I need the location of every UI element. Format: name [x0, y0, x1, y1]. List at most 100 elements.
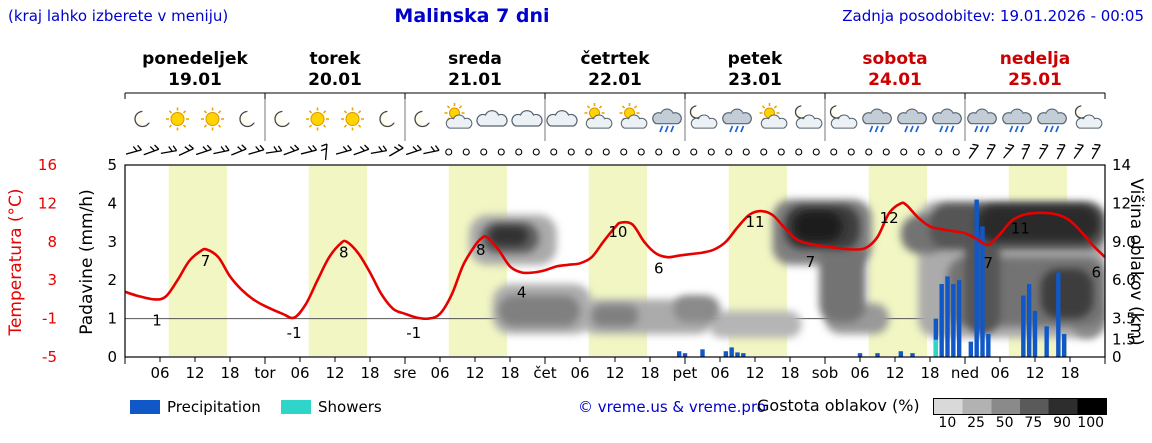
precip-bar	[1021, 295, 1026, 357]
wind-barb-icon	[370, 145, 388, 155]
cloud-icon	[546, 110, 578, 127]
day-name: torek	[309, 49, 361, 69]
day-date: 19.01	[168, 70, 222, 90]
precip-bar	[1044, 326, 1049, 357]
x-day-label: tor	[254, 364, 276, 382]
cloud-blob	[976, 205, 1100, 242]
precip-bar	[1061, 333, 1067, 357]
wind-calm-icon	[725, 148, 733, 156]
x-hour-label: 18	[920, 364, 939, 382]
temp-value-label: 7	[984, 254, 994, 272]
wind-calm-icon	[847, 148, 855, 156]
wind-barb-icon	[1056, 143, 1066, 160]
x-hour-label: 06	[290, 364, 309, 382]
showers-legend-swatch	[281, 400, 311, 414]
x-day-label: pet	[673, 364, 698, 382]
cloud-tick-label: 6.0	[1112, 271, 1136, 289]
wind-barb-icon	[265, 145, 283, 154]
cloud-rain-icon	[967, 108, 997, 133]
density-tick-label: 50	[995, 415, 1014, 431]
wind-calm-icon	[777, 148, 785, 156]
cloud-density-gradient	[933, 398, 1107, 415]
wind-calm-icon	[795, 148, 803, 156]
wind-barb-icon	[405, 144, 422, 156]
precip-bar	[1032, 310, 1038, 357]
precip-bar	[951, 284, 956, 357]
wind-calm-icon	[917, 148, 925, 156]
x-day-label: sre	[394, 364, 417, 382]
precip-tick-label: 1	[107, 310, 117, 328]
sun-icon	[166, 107, 189, 131]
shower-bar	[933, 339, 939, 357]
wind-calm-icon	[585, 148, 593, 156]
precip-bar	[700, 349, 705, 357]
temp-tick-label: 12	[38, 194, 57, 212]
precip-bar	[741, 353, 746, 357]
wind-calm-icon	[707, 148, 715, 156]
cloud-moon-icon	[794, 103, 823, 129]
wind-calm-icon	[655, 148, 663, 156]
sun-icon	[201, 107, 224, 131]
precip-tick-label: 0	[107, 348, 117, 366]
wind-barb-icon	[986, 143, 996, 160]
temp-value-label: -1	[406, 324, 421, 342]
wind-calm-icon	[830, 148, 838, 156]
wind-barb-icon	[231, 144, 247, 156]
cloud-blob	[792, 211, 843, 242]
location-hint: (kraj lahko izberete v meniju)	[8, 7, 229, 25]
precip-bar	[968, 341, 974, 357]
x-day-label: čet	[533, 364, 556, 382]
day-name: sreda	[448, 49, 502, 69]
density-tick-label: 90	[1053, 415, 1071, 431]
wind-calm-icon	[497, 148, 505, 156]
wind-calm-icon	[550, 148, 558, 156]
day-name: ponedeljek	[142, 49, 248, 69]
x-hour-label: 12	[885, 364, 904, 382]
precip-bar	[729, 347, 734, 357]
x-hour-label: 06	[990, 364, 1009, 382]
wind-barb-icon	[248, 144, 265, 155]
wind-calm-icon	[690, 148, 698, 156]
temp-value-label: 11	[1011, 219, 1030, 237]
cloud-blob	[819, 241, 866, 323]
x-hour-label: 18	[360, 364, 379, 382]
density-tick-label: 100	[1077, 415, 1105, 431]
copyright-link[interactable]: © vreme.us & vreme.pro	[578, 398, 766, 416]
wind-barb-icon	[283, 144, 300, 156]
precip-bar	[875, 353, 880, 357]
cloud-rain-icon	[897, 108, 927, 133]
cloud-blob	[1040, 268, 1094, 319]
x-hour-label: 18	[220, 364, 239, 382]
daylight-band	[308, 166, 368, 356]
wind-barb-icon	[125, 144, 142, 155]
precipitation-layer	[676, 199, 1067, 357]
cloud-tick-label: 12	[1112, 194, 1131, 212]
sun-icon	[306, 107, 329, 131]
cloud-moon-icon	[1074, 103, 1103, 129]
wind-barb-icon	[353, 144, 370, 156]
moon-icon	[239, 108, 261, 128]
moon-icon	[134, 108, 156, 128]
wind-barb-icon	[160, 145, 178, 155]
wind-barb-icon	[1038, 143, 1049, 160]
temp-value-label: 1	[152, 312, 162, 330]
temperature-curve	[125, 201, 1105, 321]
wind-calm-icon	[952, 148, 960, 156]
wind-barb-icon	[388, 144, 404, 157]
precip-tick-label: 5	[107, 156, 117, 174]
wind-barb-icon	[1091, 143, 1101, 160]
day-date: 25.01	[1008, 70, 1062, 90]
daylight-band	[168, 166, 228, 356]
cloud-blob	[498, 295, 580, 327]
wind-calm-icon	[900, 148, 908, 156]
cloud-tick-label: 0	[1112, 348, 1122, 366]
precip-bar	[682, 353, 688, 357]
x-hour-label: 18	[500, 364, 519, 382]
wind-calm-icon	[515, 148, 523, 156]
temp-value-label: 6	[654, 260, 664, 278]
wind-barb-icon	[1003, 143, 1015, 159]
wind-calm-icon	[480, 148, 488, 156]
x-hour-label: 12	[185, 364, 204, 382]
moon-icon	[414, 108, 436, 128]
